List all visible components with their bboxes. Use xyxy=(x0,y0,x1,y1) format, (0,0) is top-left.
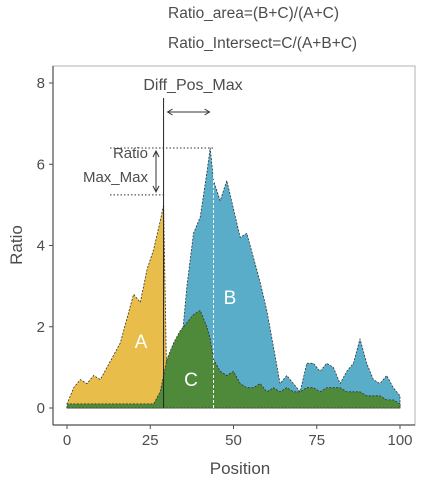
region-label-b: B xyxy=(224,288,237,309)
x-tick-label: 75 xyxy=(308,432,325,449)
area-c xyxy=(66,310,401,409)
y-tick-label: 0 xyxy=(37,400,45,417)
y-tick-label: 4 xyxy=(37,238,45,255)
ratio-area-formula: Ratio_area=(B+C)/(A+C) xyxy=(168,5,339,22)
x-tick-label: 25 xyxy=(142,432,159,449)
x-tick-label: 0 xyxy=(63,432,71,449)
region-label-c: C xyxy=(184,370,198,391)
y-tick-label: 2 xyxy=(37,319,45,336)
diff-pos-max-label: Diff_Pos_Max xyxy=(143,77,242,94)
ratio-arrow-head-bottom xyxy=(152,185,160,193)
x-axis-title: Position xyxy=(210,459,270,478)
diff-arrow-head-left xyxy=(166,108,173,116)
ratio-intersect-formula: Ratio_Intersect=C/(A+B+C) xyxy=(168,35,358,52)
x-tick-label: 50 xyxy=(225,432,242,449)
ratio-label-line1: Ratio xyxy=(113,145,148,162)
y-tick-label: 8 xyxy=(37,75,45,92)
x-tick-label: 100 xyxy=(387,432,412,449)
y-axis-title: Ratio xyxy=(7,225,26,265)
ratio-arrow-head-top xyxy=(152,149,160,158)
ratio-label-line2: Max_Max xyxy=(83,169,149,186)
y-tick-label: 6 xyxy=(37,156,45,173)
diff-arrow-head-right xyxy=(204,108,211,116)
region-label-a: A xyxy=(135,332,148,353)
